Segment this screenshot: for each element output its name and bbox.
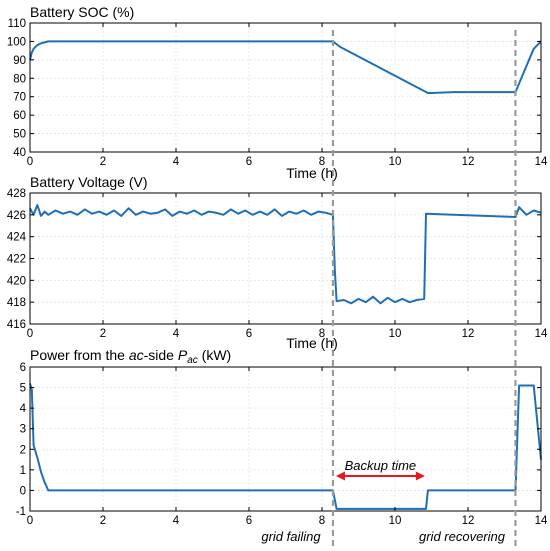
grid-failing-label: grid failing [261,529,321,544]
backup-time-annotation: Backup time [335,458,425,481]
power-x-tick-label: 4 [173,515,180,527]
power-y-tick-label: 2 [20,444,26,456]
power-y-tick-label: 3 [20,424,26,436]
voltage-y-tick-label: 422 [7,254,26,266]
soc-x-tick-label: 10 [389,156,402,168]
soc-x-tick-label: 8 [319,156,325,168]
voltage-x-axis-label: Time (h) [286,335,338,351]
voltage-y-tick-label: 428 [7,188,26,200]
soc-y-tick-label: 40 [13,147,26,159]
voltage-x-tick-label: 14 [535,328,548,340]
voltage-y-tick-label: 424 [7,232,27,244]
power-series-line [29,383,542,510]
soc-chart-title: Battery SOC (%) [30,4,134,20]
grid-layer [30,23,541,511]
power-y-tick-label: 4 [20,403,27,415]
backup-time-label: Backup time [345,458,417,473]
soc-x-tick-label: 12 [462,156,475,168]
power-x-tick-label: 14 [535,515,548,527]
voltage-y-tick-label: 420 [7,275,26,287]
soc-y-tick-label: 60 [13,110,26,122]
voltage-x-tick-label: 8 [319,328,325,340]
soc-x-tick-label: 6 [246,156,252,168]
series-layer [29,40,542,510]
voltage-x-tick-label: 6 [246,328,252,340]
power-x-tick-label: 0 [27,515,33,527]
power-x-tick-label: 2 [100,515,106,527]
power-chart-title: Power from the ac-side Pac (kW) [30,347,231,366]
soc-x-tick-label: 0 [27,156,33,168]
soc-y-tick-label: 90 [13,55,26,67]
voltage-x-tick-label: 4 [173,328,180,340]
voltage-x-tick-label: 2 [100,328,106,340]
voltage-x-tick-label: 10 [389,328,402,340]
event-lines-layer [331,30,517,546]
soc-series-line [29,40,542,94]
soc-y-tick-label: 80 [13,73,26,85]
soc-x-tick-label: 14 [535,156,548,168]
soc-x-tick-label: 4 [173,156,180,168]
power-y-tick-label: 0 [20,485,26,497]
backup-arrow-head-right [415,471,425,481]
voltage-y-tick-label: 426 [7,210,26,222]
soc-y-tick-label: 70 [13,92,26,104]
voltage-series-line [29,204,542,305]
voltage-y-tick-label: 418 [7,297,26,309]
power-x-tick-label: 12 [462,515,475,527]
power-y-tick-label: -1 [16,506,26,518]
voltage-x-tick-label: 0 [27,328,33,340]
voltage-x-tick-label: 12 [462,328,475,340]
power-plot-frame [29,366,542,512]
power-x-tick-label: 6 [246,515,252,527]
soc-plot-frame [29,22,542,153]
grid-recovering-label: grid recovering [419,529,506,544]
power-x-tick-label: 10 [389,515,402,527]
power-y-tick-label: 6 [20,362,26,374]
soc-x-tick-label: 2 [100,156,106,168]
frame-layer [29,22,542,512]
voltage-y-tick-label: 416 [7,319,26,331]
voltage-chart-title: Battery Voltage (V) [30,174,148,190]
soc-y-tick-label: 110 [8,18,26,30]
soc-x-axis-label: Time (h) [286,165,338,181]
backup-arrow-head-left [335,471,345,481]
power-y-tick-label: 5 [20,383,26,395]
soc-y-tick-label: 100 [7,36,26,48]
soc-y-tick-label: 50 [13,129,26,141]
power-x-tick-label: 8 [319,515,325,527]
power-y-tick-label: 1 [20,465,26,477]
